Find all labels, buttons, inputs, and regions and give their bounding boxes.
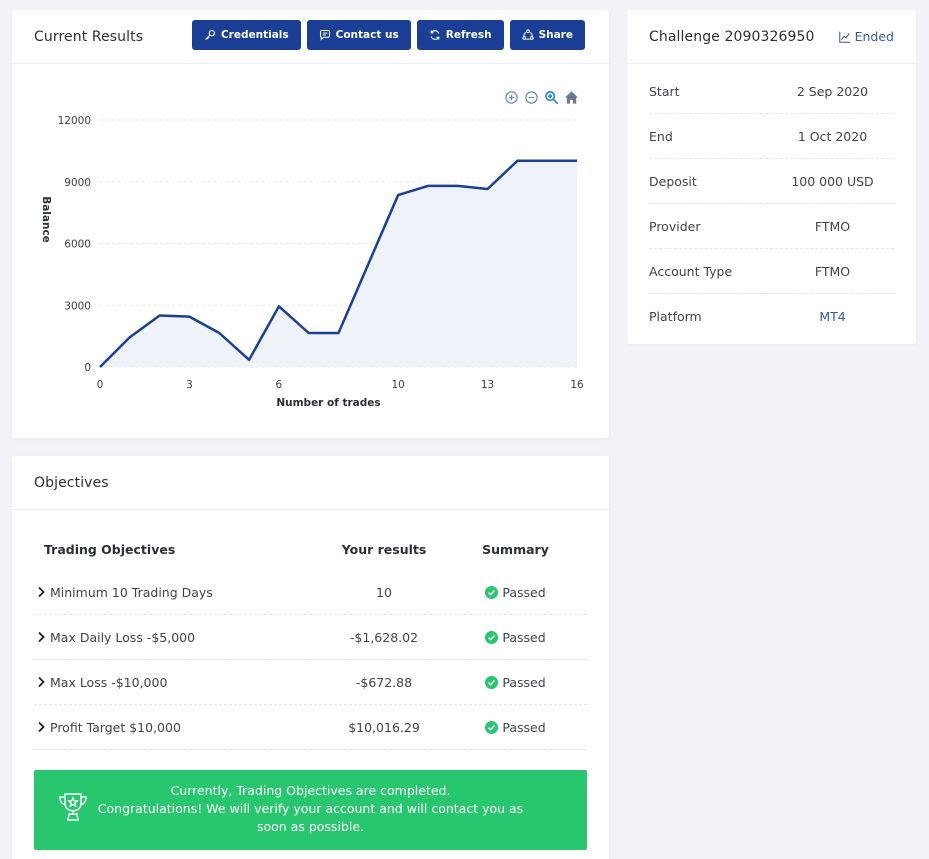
current-results-title: Current Results — [34, 28, 144, 45]
challenge-status-link[interactable]: Ended — [838, 29, 894, 44]
key-icon — [205, 29, 215, 40]
header-your-results: Your results — [341, 541, 427, 557]
info-row-provider: Provider FTMO — [649, 204, 894, 249]
objectives-table-header: Trading Objectives Your results Summary — [34, 528, 587, 570]
challenge-card: Challenge 2090326950 Ended Start 2 Sep 2… — [627, 10, 916, 344]
selection-zoom-icon[interactable] — [544, 90, 559, 105]
table-row[interactable]: Max Loss -$10,000 -$672.88 Passed — [34, 660, 587, 705]
table-row[interactable]: Max Daily Loss -$5,000 -$1,628.02 Passed — [34, 615, 587, 660]
objective-name: Minimum 10 Trading Days — [50, 584, 213, 600]
info-row-start: Start 2 Sep 2020 — [649, 69, 894, 114]
info-label: Platform — [649, 309, 702, 324]
objective-summary: Passed — [502, 629, 546, 645]
objectives-card: Objectives Trading Objectives Your resul… — [12, 456, 609, 859]
info-row-deposit: Deposit 100 000 USD — [649, 159, 894, 204]
objective-name: Max Daily Loss -$5,000 — [50, 629, 196, 645]
success-message-line2: Congratulations! We will verify your acc… — [97, 801, 524, 834]
x-tick-label: 16 — [570, 379, 584, 391]
credentials-label: Credentials — [220, 28, 289, 41]
line-chart-icon — [838, 31, 850, 43]
x-tick-label: 6 — [276, 379, 283, 391]
check-circle-icon — [485, 630, 499, 644]
y-tick-label: 9000 — [64, 177, 91, 189]
chart-toolbar — [504, 90, 579, 105]
share-icon — [521, 28, 534, 40]
refresh-label: Refresh — [445, 28, 492, 41]
chevron-right-icon[interactable] — [34, 675, 48, 689]
zoom-out-icon[interactable] — [524, 90, 539, 105]
contact-us-button[interactable]: Contact us — [306, 19, 411, 50]
challenge-info-list: Start 2 Sep 2020 End 1 Oct 2020 Deposit … — [649, 69, 894, 339]
check-circle-icon — [485, 675, 499, 689]
share-button[interactable]: Share — [509, 19, 585, 50]
info-value: 100 000 USD — [791, 173, 874, 189]
x-tick-label: 0 — [97, 379, 104, 391]
info-label: Account Type — [649, 263, 733, 279]
table-row[interactable]: Minimum 10 Trading Days 10 Passed — [34, 570, 587, 615]
credentials-button[interactable]: Credentials — [191, 19, 301, 50]
contact-us-label: Contact us — [335, 28, 399, 41]
table-row[interactable]: Profit Target $10,000 $10,016.29 Passed — [34, 705, 587, 750]
objective-summary: Passed — [502, 674, 546, 690]
trophy-icon — [59, 793, 87, 821]
x-tick-label: 3 — [186, 379, 193, 391]
x-tick-label: 10 — [391, 379, 404, 391]
objective-result: -$672.88 — [355, 674, 413, 690]
balance-line — [99, 159, 577, 368]
zoom-in-icon[interactable] — [504, 90, 519, 105]
info-row-platform: Platform MT4 — [649, 294, 894, 339]
info-label: Provider — [649, 218, 701, 234]
info-value: FTMO — [814, 263, 851, 279]
platform-link[interactable]: MT4 — [819, 309, 846, 324]
share-label: Share — [538, 28, 573, 41]
x-axis-label: Number of trades — [276, 397, 380, 409]
challenge-title: Challenge 2090326950 — [649, 28, 815, 45]
chevron-right-icon[interactable] — [34, 630, 48, 644]
objective-result: 10 — [376, 584, 392, 600]
info-value: 1 Oct 2020 — [797, 128, 868, 144]
challenge-status: Ended — [854, 29, 894, 44]
balance-chart: 0 3000 6000 9000 12000 0 3 6 10 13 16 Number of tra… — [12, 80, 609, 430]
objective-result: -$1,628.02 — [349, 629, 419, 645]
chevron-right-icon[interactable] — [34, 585, 48, 599]
reset-home-icon[interactable] — [564, 90, 579, 105]
objective-result: $10,016.29 — [348, 719, 420, 735]
objective-summary: Passed — [502, 719, 546, 735]
info-value: 2 Sep 2020 — [796, 83, 869, 99]
chat-icon — [319, 29, 330, 41]
objective-name: Max Loss -$10,000 — [50, 674, 168, 690]
objectives-header: Objectives — [12, 456, 609, 510]
y-tick-label: 0 — [84, 362, 91, 374]
objectives-table: Trading Objectives Your results Summary … — [34, 528, 587, 750]
refresh-icon — [430, 29, 440, 40]
balance-area — [100, 160, 577, 367]
check-circle-icon — [485, 585, 499, 599]
objective-summary: Passed — [502, 584, 546, 600]
y-axis-label: Balance — [40, 196, 52, 243]
info-label: Start — [649, 83, 680, 99]
info-row-end: End 1 Oct 2020 — [649, 114, 894, 159]
success-alert: Currently, Trading Objectives are comple… — [34, 770, 587, 850]
results-button-group: Credentials Contact us Refresh Share — [191, 19, 585, 50]
info-label: Deposit — [649, 173, 697, 189]
success-message-line1: Currently, Trading Objectives are comple… — [170, 783, 451, 798]
objective-name: Profit Target $10,000 — [50, 719, 181, 735]
balance-chart-svg: 0 3000 6000 9000 12000 0 3 6 10 13 16 Number of tra… — [40, 115, 584, 409]
y-tick-label: 6000 — [64, 239, 91, 251]
y-tick-label: 3000 — [64, 300, 91, 312]
info-row-account-type: Account Type FTMO — [649, 249, 894, 294]
y-tick-label: 12000 — [58, 115, 91, 127]
current-results-card: Current Results Credentials Contact us R… — [12, 10, 609, 438]
objectives-title: Objectives — [34, 474, 109, 491]
refresh-button[interactable]: Refresh — [416, 19, 504, 50]
info-value: FTMO — [814, 218, 851, 234]
check-circle-icon — [485, 720, 499, 734]
info-label: End — [649, 128, 673, 144]
x-tick-label: 13 — [481, 379, 494, 391]
header-trading-objectives: Trading Objectives — [44, 541, 176, 557]
chevron-right-icon[interactable] — [34, 720, 48, 734]
challenge-header: Challenge 2090326950 Ended — [627, 10, 916, 64]
header-summary: Summary — [482, 541, 549, 557]
current-results-header: Current Results Credentials Contact us R… — [12, 10, 609, 64]
